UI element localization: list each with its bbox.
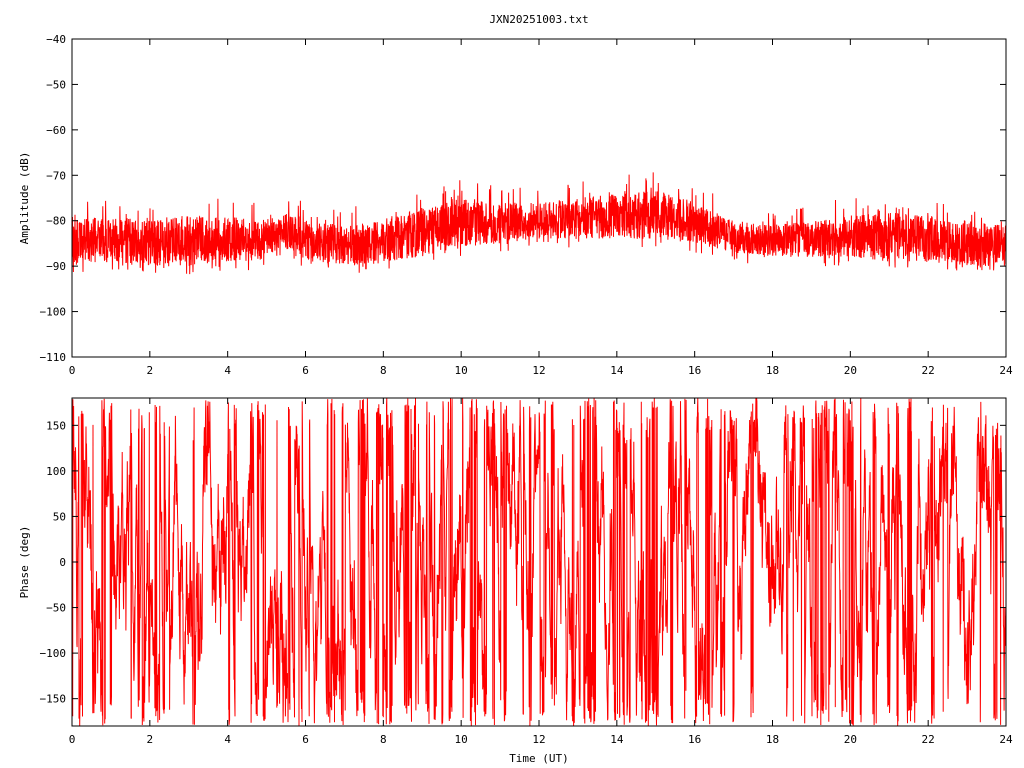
phase-x-tick-label: 14 (610, 733, 624, 746)
amplitude-plot: 0 2 4 6 8 10 12 14 16 18 20 22 24−40−50−60−70−80−90−… (18, 33, 1013, 377)
amplitude-y-tick-label: −80 (46, 215, 66, 228)
amplitude-x-tick-label: 8 (380, 364, 387, 377)
amplitude-plot-frame (71, 38, 1007, 358)
phase-plot: 0 2 4 6 8 10 12 14 16 18 20 22 24150100500−50−100−15… (18, 397, 1013, 765)
phase-y-tick-label: 150 (46, 419, 66, 432)
phase-y-tick-label: 0 (59, 556, 66, 569)
amplitude-y-tick-label: −60 (46, 124, 66, 137)
phase-x-tick-label: 2 (147, 733, 154, 746)
phase-ticks: 0 2 4 6 8 10 12 14 16 18 20 22 24150100500−50−100−15… (40, 398, 1013, 746)
phase-series (71, 398, 1007, 726)
amplitude-y-tick-label: −90 (46, 260, 66, 273)
phase-x-axis-title: Time (UT) (509, 752, 569, 765)
phase-x-tick-label: 12 (532, 733, 545, 746)
amplitude-x-tick-label: 16 (688, 364, 701, 377)
amplitude-y-tick-label: −40 (46, 33, 66, 46)
amplitude-x-tick-label: 18 (766, 364, 779, 377)
phase-x-tick-label: 10 (455, 733, 468, 746)
phase-y-tick-label: −150 (40, 693, 67, 706)
phase-y-axis-title: Phase (deg) (18, 526, 31, 599)
amplitude-x-tick-label: 14 (610, 364, 624, 377)
phase-x-tick-label: 4 (224, 733, 231, 746)
phase-x-tick-label: 20 (844, 733, 857, 746)
phase-x-tick-label: 0 (69, 733, 76, 746)
amplitude-y-tick-label: −50 (46, 78, 66, 91)
phase-x-tick-label: 8 (380, 733, 387, 746)
amplitude-x-tick-label: 24 (999, 364, 1013, 377)
amplitude-x-tick-label: 0 (69, 364, 76, 377)
amplitude-y-tick-label: −100 (40, 306, 67, 319)
amplitude-x-tick-label: 10 (455, 364, 468, 377)
amplitude-x-tick-label: 12 (532, 364, 545, 377)
phase-y-tick-label: −100 (40, 647, 67, 660)
phase-y-tick-label: 50 (53, 510, 66, 523)
amplitude-x-tick-label: 20 (844, 364, 857, 377)
amplitude-y-axis-title: Amplitude (dB) (18, 152, 31, 245)
amplitude-x-tick-label: 4 (224, 364, 231, 377)
amplitude-x-tick-label: 2 (147, 364, 154, 377)
amplitude-y-tick-label: −110 (40, 351, 67, 364)
phase-y-tick-label: −50 (46, 602, 66, 615)
amplitude-series (71, 172, 1007, 275)
amplitude-ticks: 0 2 4 6 8 10 12 14 16 18 20 22 24−40−50−60−70−80−90−… (40, 33, 1013, 377)
amplitude-x-tick-label: 22 (922, 364, 935, 377)
amplitude-x-tick-label: 6 (302, 364, 309, 377)
phase-series-line (71, 398, 1007, 726)
amplitude-y-tick-label: −70 (46, 169, 66, 182)
phase-x-tick-label: 16 (688, 733, 701, 746)
phase-x-tick-label: 24 (999, 733, 1013, 746)
phase-x-tick-label: 18 (766, 733, 779, 746)
phase-y-tick-label: 100 (46, 465, 66, 478)
phase-x-tick-label: 6 (302, 733, 309, 746)
amplitude-series-line (71, 172, 1007, 275)
chart-title: JXN20251003.txt (489, 13, 588, 26)
phase-x-tick-label: 22 (922, 733, 935, 746)
